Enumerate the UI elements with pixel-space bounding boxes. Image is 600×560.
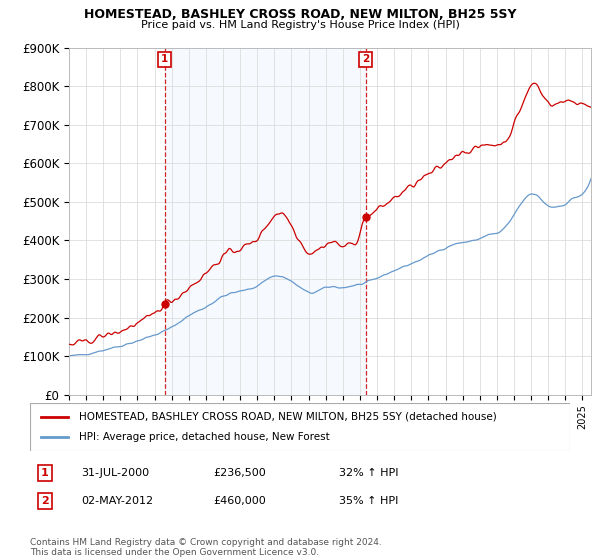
FancyBboxPatch shape — [30, 403, 570, 451]
Text: 2: 2 — [41, 496, 49, 506]
Text: 02-MAY-2012: 02-MAY-2012 — [81, 496, 153, 506]
Text: 2: 2 — [362, 54, 369, 64]
Text: 1: 1 — [41, 468, 49, 478]
Text: £460,000: £460,000 — [213, 496, 266, 506]
Text: HOMESTEAD, BASHLEY CROSS ROAD, NEW MILTON, BH25 5SY (detached house): HOMESTEAD, BASHLEY CROSS ROAD, NEW MILTO… — [79, 412, 496, 422]
Text: 35% ↑ HPI: 35% ↑ HPI — [339, 496, 398, 506]
Text: 1: 1 — [161, 54, 168, 64]
Text: Contains HM Land Registry data © Crown copyright and database right 2024.
This d: Contains HM Land Registry data © Crown c… — [30, 538, 382, 557]
Text: 31-JUL-2000: 31-JUL-2000 — [81, 468, 149, 478]
Text: £236,500: £236,500 — [213, 468, 266, 478]
Bar — [164, 48, 365, 395]
Text: Price paid vs. HM Land Registry's House Price Index (HPI): Price paid vs. HM Land Registry's House … — [140, 20, 460, 30]
Text: 32% ↑ HPI: 32% ↑ HPI — [339, 468, 398, 478]
Text: HPI: Average price, detached house, New Forest: HPI: Average price, detached house, New … — [79, 432, 329, 442]
Text: HOMESTEAD, BASHLEY CROSS ROAD, NEW MILTON, BH25 5SY: HOMESTEAD, BASHLEY CROSS ROAD, NEW MILTO… — [84, 8, 516, 21]
